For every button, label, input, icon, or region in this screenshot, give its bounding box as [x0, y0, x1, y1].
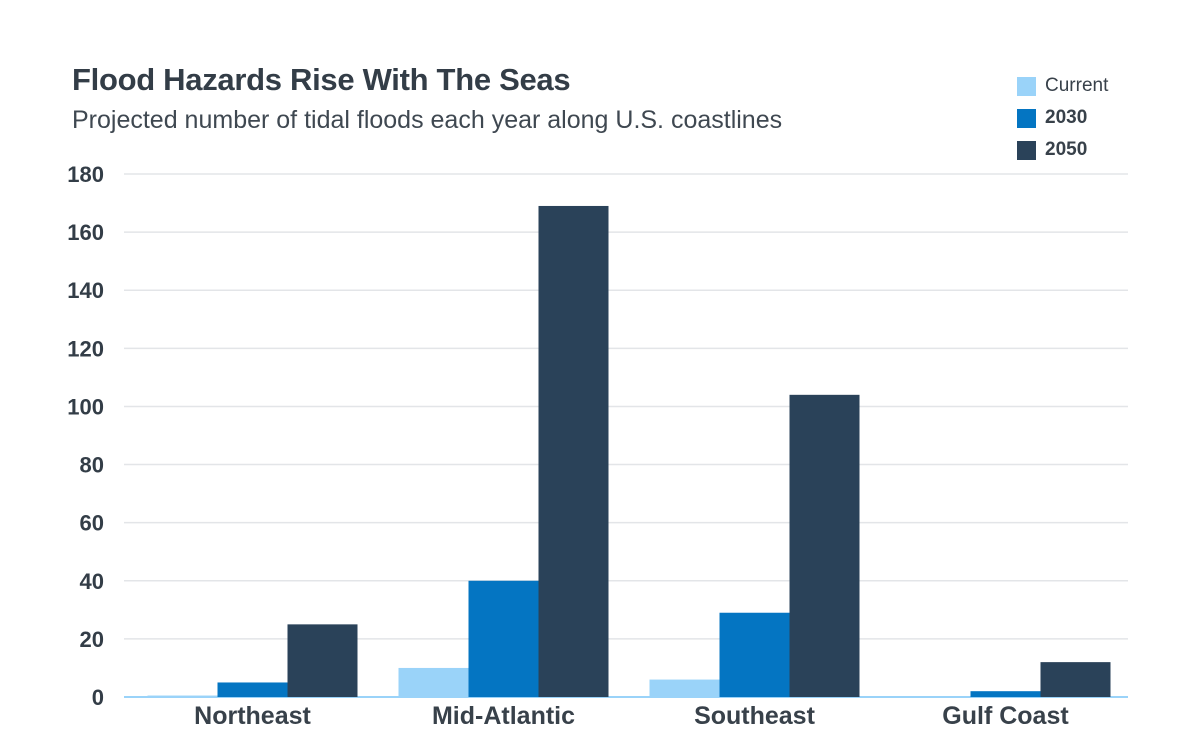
y-tick-label: 160: [67, 220, 104, 245]
legend-item-2030: 2030: [1017, 102, 1108, 134]
y-tick-label: 180: [67, 162, 104, 187]
y-tick-label: 60: [80, 511, 104, 536]
chart-subtitle: Projected number of tidal floods each ye…: [72, 106, 783, 134]
bar-southeast-2050: [789, 394, 860, 697]
bars: [147, 205, 1111, 698]
legend-item-current: Current: [1017, 70, 1108, 102]
legend-swatch-2030: [1017, 108, 1036, 128]
y-tick-label: 0: [92, 685, 104, 710]
y-tick-label: 100: [67, 394, 104, 419]
bar-mid-atlantic-2050: [538, 205, 609, 697]
x-tick-label: Gulf Coast: [942, 702, 1069, 730]
bar-northeast-2030: [217, 682, 288, 697]
bar-gulf-coast-2030: [970, 691, 1041, 697]
legend: Current 2030 2050: [1017, 70, 1108, 166]
bar-gulf-coast-current: [900, 696, 971, 698]
legend-label-current: Current: [1045, 75, 1109, 96]
bar-southeast-current: [649, 679, 720, 697]
legend-swatch-current: [1017, 76, 1036, 96]
bar-gulf-coast-2050: [1040, 662, 1111, 697]
y-tick-label: 40: [80, 569, 104, 594]
chart-title: Flood Hazards Rise With The Seas: [72, 62, 571, 97]
y-tick-label: 140: [67, 278, 104, 303]
bar-mid-atlantic-current: [398, 667, 469, 697]
x-tick-label: Mid-Atlantic: [432, 702, 575, 730]
legend-swatch-2050: [1017, 140, 1036, 160]
bar-southeast-2030: [719, 612, 790, 697]
x-tick-label: Northeast: [194, 702, 311, 730]
legend-item-2050: 2050: [1017, 134, 1108, 166]
bar-northeast-current: [147, 695, 218, 698]
y-tick-label: 80: [80, 453, 104, 478]
y-tick-label: 120: [67, 336, 104, 361]
legend-label-2050: 2050: [1045, 139, 1088, 160]
x-axis: Northeast Mid-Atlantic Southeast Gulf Coast: [194, 702, 1069, 730]
legend-label-2030: 2030: [1045, 107, 1088, 128]
bar-northeast-2050: [287, 624, 358, 697]
y-axis: 0 20 40 60 80 100 120 140 160 180: [67, 162, 104, 710]
y-tick-label: 20: [80, 627, 104, 652]
bar-mid-atlantic-2030: [468, 580, 539, 697]
gridlines: [124, 173, 1128, 698]
x-tick-label: Southeast: [694, 702, 816, 730]
